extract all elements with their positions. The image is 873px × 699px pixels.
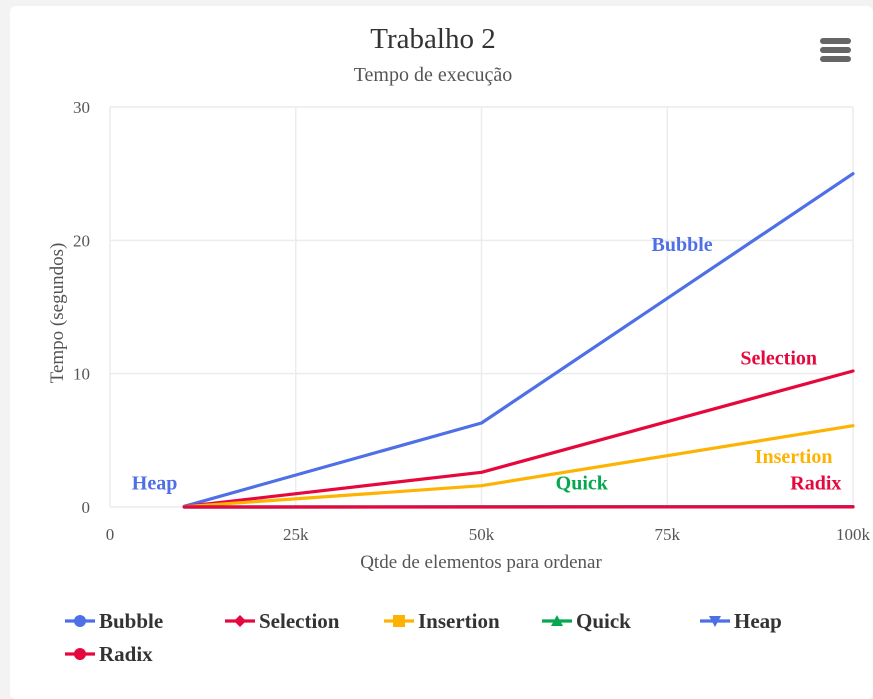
chart-title: Trabalho 2 [370,23,495,55]
legend-label: Insertion [418,609,500,633]
x-axis-label: Qtde de elementos para ordenar [360,552,602,573]
legend-item-radix[interactable]: Radix [65,642,153,666]
series-labels: Bubble Selection Insertion Quick Heap Radix [132,234,842,495]
legend-item-bubble[interactable]: Bubble [65,609,163,633]
legend-item-heap[interactable]: Heap [700,609,782,633]
series-line-insertion[interactable] [182,424,855,509]
series-label-bubble: Bubble [652,234,713,256]
x-tick-label: 25k [283,525,309,544]
grid-lines [109,106,854,508]
y-tick-label: 30 [73,98,90,117]
legend-item-selection[interactable]: Selection [225,609,340,633]
legend-label: Radix [99,642,153,666]
series-label-radix: Radix [790,473,841,495]
series-label-quick: Quick [556,473,609,495]
x-tick-label: 0 [106,525,115,544]
menu-icon[interactable] [820,38,851,62]
legend-label: Quick [576,609,631,633]
y-tick-label: 0 [82,498,91,517]
legend: Bubble Selection Insertion Quick Heap Radix [65,609,782,666]
legend-label: Heap [734,609,782,633]
chart-subtitle: Tempo de execução [354,64,513,86]
legend-label: Bubble [99,609,163,633]
chart-svg: 0 10 20 30 0 25k 50k 75k 100k Trabalho 2 Tempo d… [47,23,871,666]
chart-card: 0 10 20 30 0 25k 50k 75k 100k Trabalho 2 Tempo d… [10,6,873,699]
series-line-selection[interactable] [182,369,855,509]
x-tick-label: 100k [836,525,871,544]
series-label-heap: Heap [132,473,178,495]
series-label-selection: Selection [740,347,817,369]
y-tick-label: 20 [73,231,90,250]
series-label-insertion: Insertion [755,446,833,468]
legend-item-quick[interactable]: Quick [542,609,631,633]
x-tick-label: 75k [655,525,681,544]
legend-label: Selection [259,609,340,633]
y-axis-label: Tempo (segundos) [47,243,68,384]
series-line-bubble[interactable] [182,172,855,508]
axis-ticks: 0 10 20 30 0 25k 50k 75k 100k [73,98,871,544]
x-tick-label: 50k [469,525,495,544]
series-lines [182,172,855,509]
legend-item-insertion[interactable]: Insertion [384,609,500,633]
y-tick-label: 10 [73,365,90,384]
